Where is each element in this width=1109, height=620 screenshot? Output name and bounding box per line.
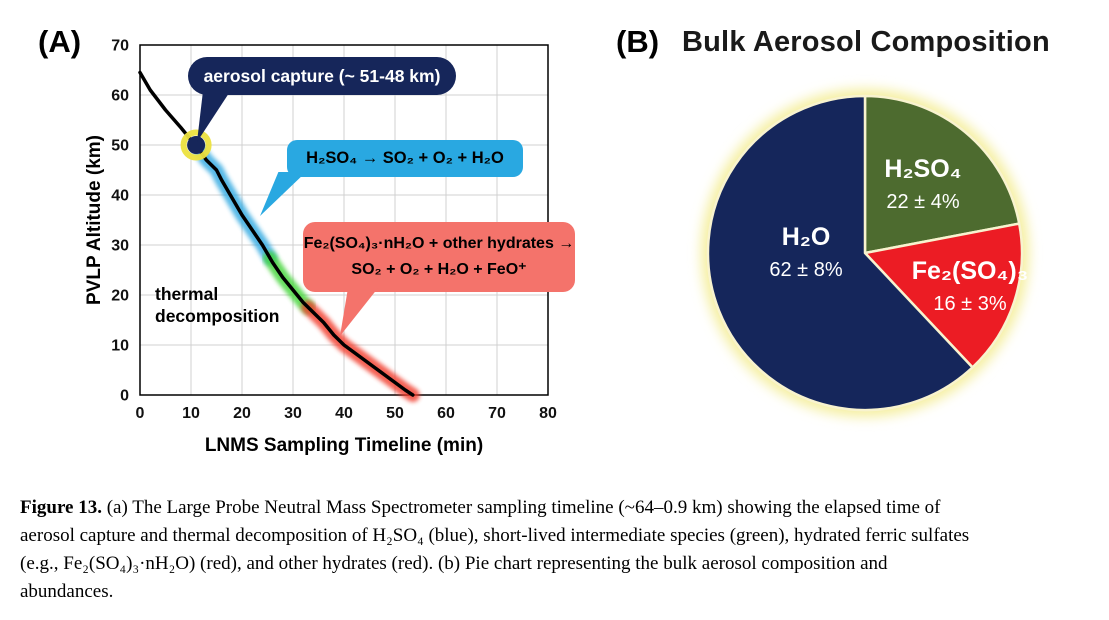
y-axis-label: PVLP Altitude (km) <box>84 135 105 305</box>
pie-slice-value-1: 16 ± 3% <box>933 293 1006 315</box>
x-tick-label: 20 <box>233 405 251 422</box>
capture-marker <box>187 136 206 154</box>
y-tick-label: 10 <box>111 338 129 355</box>
caption-line-1: Figure 13. (a) The Large Probe Neutral M… <box>20 494 1098 522</box>
caption-line-4: abundances. <box>20 581 114 602</box>
x-tick-label: 60 <box>437 405 455 422</box>
panel-b-label: (B) <box>616 24 660 59</box>
pie-slice-label-2: H₂O <box>782 223 831 251</box>
thermal-note-line1: thermal <box>155 284 219 304</box>
y-tick-label: 20 <box>111 288 129 305</box>
x-tick-label: 70 <box>488 405 506 422</box>
pie-chart-title: Bulk Aerosol Composition <box>682 26 1050 58</box>
x-tick-label: 10 <box>182 405 200 422</box>
x-tick-label: 0 <box>136 405 145 422</box>
x-tick-label: 50 <box>386 405 404 422</box>
bulk-aerosol-pie-chart: H₂SO₄ 22 ± 4% Fe₂(SO₄)₃ 16 ± 3% H₂O 62 ± 8% <box>701 89 1029 417</box>
caption-line-1-text: (a) The Large Probe Neutral Mass Spectro… <box>101 497 941 518</box>
thermal-note-line2: decomposition <box>155 305 280 326</box>
y-tick-label: 0 <box>120 388 129 405</box>
x-tick-label: 80 <box>539 405 557 422</box>
capture-marker-glow <box>180 129 212 161</box>
y-tick-label: 40 <box>111 188 129 205</box>
panel-a-label: (A) <box>38 24 82 59</box>
pie-slice-0 <box>863 94 1021 255</box>
pie-slice-1 <box>863 222 1024 369</box>
thermal-decomposition-note: thermal decomposition <box>155 284 279 328</box>
x-tick-label: 30 <box>284 405 302 422</box>
annotation-h2so4-reaction: H₂SO₄ → SO₂ + O₂ + H₂O <box>287 140 523 177</box>
caption-line-3: (e.g., Fe₂(SO₄)₃·nH₂O) (red), and other … <box>20 553 888 574</box>
figure-caption: Figure 13. (a) The Large Probe Neutral M… <box>20 494 1098 606</box>
y-tick-label: 70 <box>111 38 129 55</box>
pie-slice-value-0: 22 ± 4% <box>886 191 959 213</box>
caption-line-2: aerosol capture and thermal decompositio… <box>20 525 970 546</box>
x-axis-label: LNMS Sampling Timeline (min) <box>205 435 483 456</box>
pie-slice-label-1: Fe₂(SO₄)₃ <box>912 257 1029 285</box>
annotation-hydrates-line1: Fe₂(SO₄)₃·nH₂O + other hydrates → <box>303 235 575 253</box>
annotation-hydrates-line2: SO₂ + O₂ + H₂O + FeO⁺ <box>351 261 527 278</box>
annotation-hydrates-reaction: Fe₂(SO₄)₃·nH₂O + other hydrates → SO₂ + … <box>303 222 575 292</box>
pie-slice-value-2: 62 ± 8% <box>769 259 842 281</box>
annotation-aerosol-capture: aerosol capture (~ 51-48 km) <box>188 57 456 95</box>
y-tick-label: 30 <box>111 238 129 255</box>
timeline-line-chart: 0 10 20 30 40 50 60 70 80 0 10 20 30 40 50 60 70 LNMS Sam… <box>84 38 557 457</box>
caption-figure-label: Figure 13. <box>20 497 102 518</box>
y-tick-label: 50 <box>111 138 129 155</box>
x-tick-label: 40 <box>335 405 353 422</box>
plot-border <box>139 44 549 396</box>
y-tick-label: 60 <box>111 88 129 105</box>
pie-slice-2 <box>706 94 974 412</box>
pie-slice-label-0: H₂SO₄ <box>884 155 961 183</box>
